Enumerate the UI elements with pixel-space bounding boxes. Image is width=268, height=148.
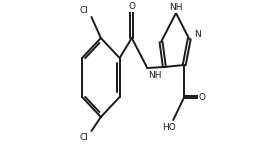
Text: HO: HO [162, 123, 176, 132]
Text: O: O [128, 1, 135, 11]
Text: Cl: Cl [80, 133, 89, 143]
Text: NH: NH [169, 3, 183, 12]
Text: O: O [199, 92, 206, 102]
Text: NH: NH [148, 70, 162, 79]
Text: N: N [194, 29, 200, 38]
Text: Cl: Cl [80, 5, 89, 15]
